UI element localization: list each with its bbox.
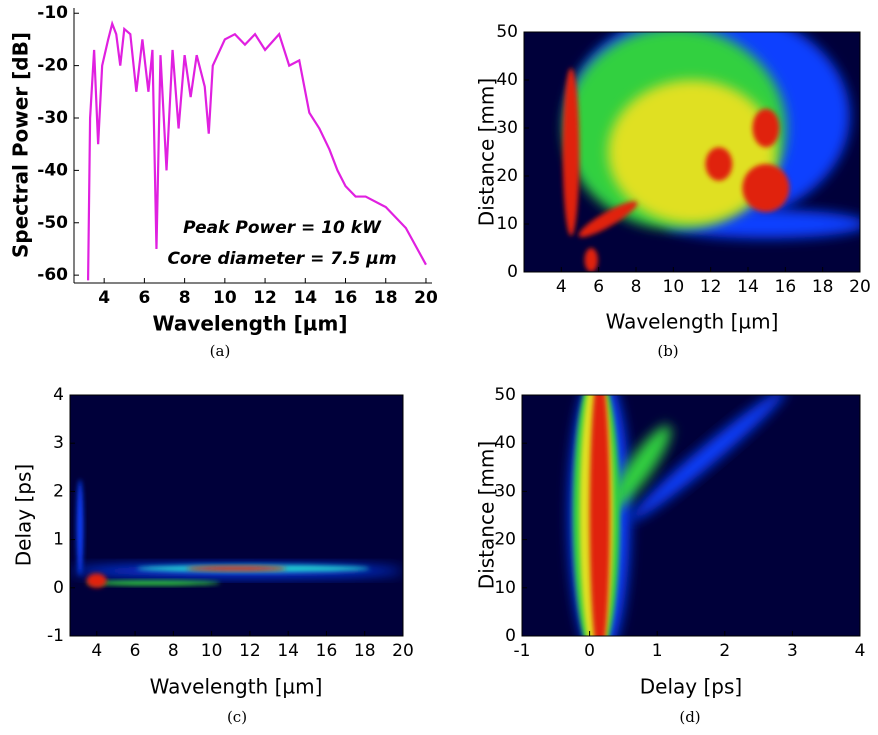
annotation: Peak Power = 10 kW xyxy=(183,218,382,238)
x-tick-label: 8 xyxy=(168,641,179,661)
y-axis-label: Delay [ps] xyxy=(12,464,36,566)
x-tick-label: 4 xyxy=(855,641,866,661)
caption: (d) xyxy=(679,708,700,726)
x-tick-label: 0 xyxy=(584,641,595,661)
caption: (b) xyxy=(657,342,678,360)
y-tick-label: -30 xyxy=(37,108,68,128)
x-tick-label: 4 xyxy=(556,277,567,297)
x-tick-label: 14 xyxy=(293,288,317,308)
x-tick-label: 18 xyxy=(354,641,376,661)
y-tick-label: 30 xyxy=(496,118,518,138)
heatmap xyxy=(524,32,860,272)
y-tick-label: 20 xyxy=(494,530,516,550)
y-tick-label: 30 xyxy=(494,481,516,501)
y-tick-label: 40 xyxy=(494,433,516,453)
y-tick-label: -20 xyxy=(37,56,68,76)
x-tick-label: 8 xyxy=(631,277,642,297)
frame xyxy=(521,394,861,637)
heatmap-blob xyxy=(742,164,790,212)
y-tick-label: 4 xyxy=(53,385,64,405)
x-tick-label: 14 xyxy=(737,277,759,297)
heatmap-blob xyxy=(86,573,107,588)
x-axis-label: Delay [ps] xyxy=(640,675,742,699)
x-tick-label: 18 xyxy=(812,277,834,297)
y-tick-label: 0 xyxy=(505,626,516,646)
heatmap-blob xyxy=(86,580,220,586)
heatmap-blob xyxy=(608,80,776,224)
panel: 4 6 8 10 12 14 16 18 20 0 10 20 30 40 50 Wavelength [µm… xyxy=(475,22,871,360)
x-tick-label: 10 xyxy=(213,288,237,308)
x-axis-label: Wavelength [µm] xyxy=(606,310,779,334)
y-tick-label: 20 xyxy=(496,166,518,186)
y-tick-label: -10 xyxy=(37,3,68,23)
y-tick-label: 3 xyxy=(53,433,64,453)
y-axis-label: Distance [mm] xyxy=(475,78,499,226)
x-tick-label: 8 xyxy=(179,288,191,308)
heatmap-blob xyxy=(705,147,733,181)
x-tick-label: 18 xyxy=(374,288,398,308)
frame xyxy=(69,394,404,637)
y-tick-label: -40 xyxy=(37,160,68,180)
x-tick-label: 14 xyxy=(277,641,299,661)
x-axis-label: Wavelength [µm] xyxy=(150,675,323,699)
x-tick-label: -1 xyxy=(514,641,531,661)
y-axis-label: Distance [mm] xyxy=(475,441,499,589)
caption: (a) xyxy=(210,342,231,360)
panel: Peak Power = 10 kW Core diameter = 7.5 µm… xyxy=(9,3,438,360)
x-tick-label: 12 xyxy=(239,641,261,661)
heatmap-blob xyxy=(584,248,598,272)
heatmap-blob xyxy=(578,201,638,238)
heatmap-blob xyxy=(629,395,786,521)
x-tick-label: 2 xyxy=(719,641,730,661)
x-tick-label: 16 xyxy=(775,277,797,297)
x-tick-label: 10 xyxy=(663,277,685,297)
heatmap-blob xyxy=(186,566,287,571)
y-tick-label: -1 xyxy=(47,626,64,646)
y-tick-label: -60 xyxy=(37,265,68,285)
x-tick-label: 6 xyxy=(138,288,150,308)
y-tick-label: 50 xyxy=(496,22,518,42)
heatmap xyxy=(522,395,860,636)
x-tick-label: 1 xyxy=(652,641,663,661)
heatmap-blob xyxy=(609,425,672,510)
heatmap-blob xyxy=(562,68,580,236)
x-tick-label: 16 xyxy=(316,641,338,661)
x-tick-label: 20 xyxy=(849,277,871,297)
annotation: Core diameter = 7.5 µm xyxy=(167,249,396,269)
x-tick-label: 4 xyxy=(98,288,110,308)
heatmap-blob xyxy=(76,479,84,576)
heatmap-background xyxy=(70,395,403,636)
x-tick-label: 3 xyxy=(787,641,798,661)
x-axis-label: Wavelength [µm] xyxy=(152,312,347,336)
y-tick-label: 1 xyxy=(53,530,64,550)
x-tick-label: 12 xyxy=(253,288,277,308)
y-tick-label: 2 xyxy=(53,481,64,501)
spectrum-line xyxy=(86,20,427,281)
y-axis-label: Spectral Power [dB] xyxy=(9,32,33,258)
heatmap xyxy=(70,395,403,636)
x-tick-label: 12 xyxy=(700,277,722,297)
heatmap-blob xyxy=(752,108,780,148)
x-tick-label: 4 xyxy=(91,641,102,661)
x-tick-label: 20 xyxy=(414,288,438,308)
y-tick-label: 10 xyxy=(494,578,516,598)
heatmap-blob xyxy=(589,395,610,636)
frame xyxy=(523,31,861,273)
y-tick-label: 40 xyxy=(496,70,518,90)
y-tick-label: 0 xyxy=(507,262,518,282)
x-tick-label: 6 xyxy=(130,641,141,661)
x-tick-label: 10 xyxy=(201,641,223,661)
x-tick-label: 6 xyxy=(593,277,604,297)
x-tick-label: 20 xyxy=(392,641,414,661)
y-tick-label: 50 xyxy=(494,385,516,405)
y-tick-label: 0 xyxy=(53,578,64,598)
y-tick-label: 10 xyxy=(496,214,518,234)
caption: (c) xyxy=(227,708,247,726)
x-tick-label: 16 xyxy=(334,288,358,308)
y-tick-label: -50 xyxy=(37,213,68,233)
